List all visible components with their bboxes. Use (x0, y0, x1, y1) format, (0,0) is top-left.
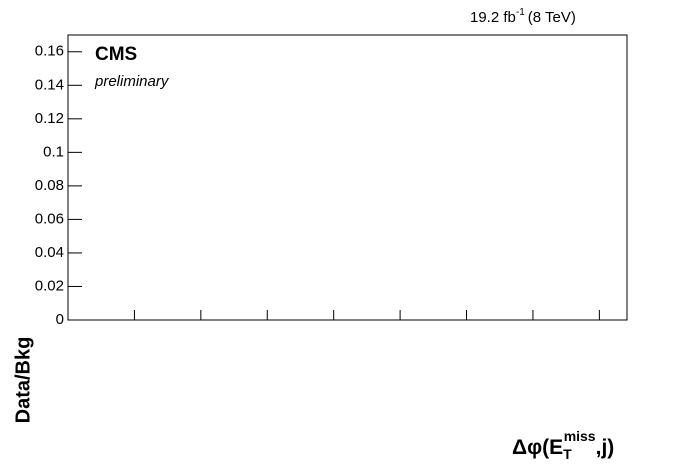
y-tick-label: 0 (56, 311, 64, 328)
experiment-label: CMS (95, 44, 137, 65)
y-axis-label: Data/Bkg (12, 337, 34, 424)
lumi-text: 19.2 fb (470, 9, 516, 26)
x-label-main: Δφ(E (512, 436, 563, 459)
y-tick-label: 0.02 (35, 277, 64, 294)
y-tick-label: 0.14 (35, 76, 64, 93)
plot-frame (67, 34, 628, 321)
y-tick-label: 0.1 (43, 143, 64, 160)
x-label-sup: miss (564, 428, 596, 444)
y-tick-label: 0.04 (35, 244, 64, 261)
y-tick-label: 0.12 (35, 110, 64, 127)
x-axis-label: Δφ(ETmiss,j) (512, 428, 614, 462)
lumi-sup: -1 (516, 7, 525, 18)
x-label-sub: T (563, 446, 572, 462)
y-tick-label: 0.06 (35, 210, 64, 227)
lumi-energy: (8 TeV) (528, 9, 576, 26)
lumi-label: 19.2 fb-1 (8 TeV) (470, 7, 576, 26)
y-tick-label: 0.16 (35, 43, 64, 60)
y-tick-label: 0.08 (35, 177, 64, 194)
status-label: preliminary (94, 73, 170, 90)
x-label-end: ,j) (596, 436, 615, 459)
